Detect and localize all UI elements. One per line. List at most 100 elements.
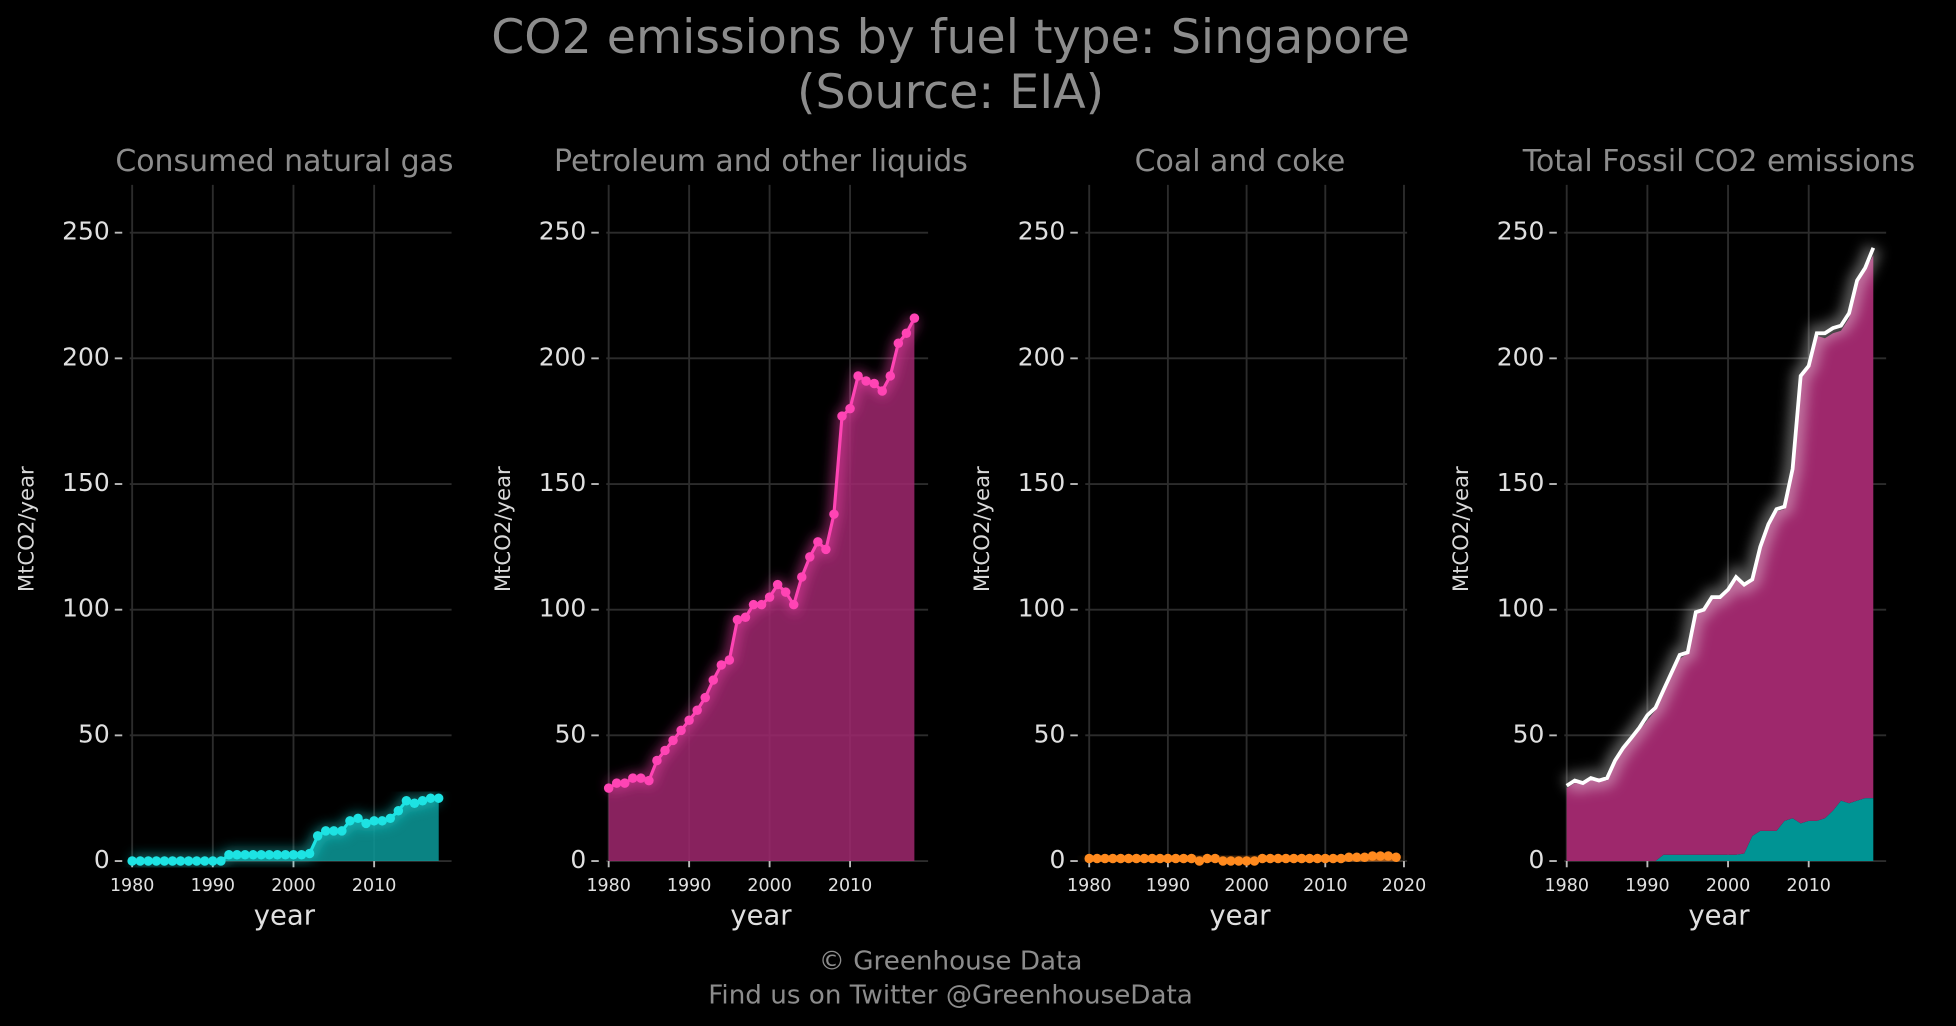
y-tick-label: 50: [1513, 719, 1545, 748]
point: [224, 850, 234, 860]
y-tick-label: 150: [1018, 468, 1066, 497]
point: [143, 856, 154, 866]
point: [1320, 853, 1331, 864]
y-tick-label: 100: [1497, 594, 1545, 623]
point: [708, 675, 719, 685]
x-axis-label: year: [730, 901, 792, 932]
x-axis-label: year: [1209, 901, 1271, 932]
point: [1359, 852, 1370, 863]
x-tick-label: 2000: [271, 876, 315, 896]
point: [232, 850, 242, 860]
point: [1123, 853, 1134, 864]
x-tick-label: 1990: [667, 876, 711, 896]
y-tick-label: 50: [78, 719, 110, 748]
x-tick-label: 2010: [1303, 876, 1347, 896]
point: [1139, 853, 1150, 864]
point: [329, 826, 339, 836]
x-tick-label: 1990: [1625, 876, 1669, 896]
x-tick-label: 1980: [586, 876, 630, 896]
point: [676, 725, 686, 736]
point: [361, 818, 371, 829]
x-tick-label: 2000: [1706, 876, 1750, 896]
point: [813, 537, 823, 547]
y-tick-label: 100: [1018, 594, 1066, 623]
point: [692, 705, 702, 715]
point: [1186, 853, 1197, 864]
area-fill: [132, 798, 439, 862]
point: [248, 850, 258, 860]
point: [1155, 853, 1165, 864]
y-axis-label: MtCO2/year: [969, 466, 994, 592]
point: [191, 856, 202, 866]
point: [1147, 853, 1157, 864]
y-tick-label: 200: [1497, 342, 1545, 371]
x-tick-label: 2000: [1224, 876, 1268, 896]
point: [345, 816, 355, 826]
point: [1131, 853, 1142, 864]
x-axis-label: year: [1688, 901, 1750, 932]
point: [1391, 852, 1401, 863]
credit-line: Find us on Twitter @GreenhouseData: [708, 980, 1193, 1010]
point: [1218, 856, 1228, 866]
point: [684, 715, 694, 726]
point: [644, 775, 654, 786]
point: [732, 615, 743, 625]
x-tick-label: 1980: [1545, 876, 1589, 896]
point: [756, 599, 767, 610]
point: [869, 378, 879, 389]
point: [885, 371, 896, 381]
y-tick-label: 0: [1049, 845, 1065, 874]
point: [280, 850, 291, 860]
point: [853, 371, 863, 381]
x-axis-label: year: [254, 901, 316, 932]
point: [1257, 853, 1268, 864]
point: [1194, 856, 1205, 866]
point: [353, 813, 363, 824]
point: [901, 328, 912, 338]
x-tick-label: 1980: [1067, 876, 1111, 896]
y-tick-label: 250: [539, 217, 587, 246]
point: [304, 848, 315, 859]
point: [1100, 853, 1110, 864]
figure-subtitle: (Source: EIA): [797, 65, 1104, 120]
panel: Consumed natural gas MtCO2/year year 0 50 100…: [13, 144, 453, 932]
y-tick-label: 200: [1018, 342, 1066, 371]
credit-line: © Greenhouse Data: [819, 947, 1083, 977]
point: [1210, 853, 1220, 864]
point: [393, 806, 404, 816]
y-tick-label: 0: [94, 845, 110, 874]
point: [1336, 853, 1346, 864]
point: [256, 850, 266, 860]
point: [208, 856, 218, 866]
point: [1226, 856, 1236, 866]
point: [724, 655, 735, 665]
y-tick-label: 50: [1034, 719, 1066, 748]
point: [1328, 853, 1338, 864]
point: [1171, 853, 1181, 864]
point: [377, 816, 387, 826]
x-tick-label: 2010: [352, 876, 396, 896]
x-tick-label: 2000: [747, 876, 791, 896]
point: [1312, 853, 1323, 864]
point: [1375, 851, 1386, 861]
point: [312, 831, 323, 841]
point: [401, 795, 412, 806]
point: [877, 386, 887, 396]
point: [1092, 853, 1102, 864]
point: [151, 856, 162, 866]
point: [216, 856, 226, 866]
point: [288, 850, 299, 860]
point: [1084, 853, 1094, 864]
point: [740, 612, 751, 622]
panel-title: Petroleum and other liquids: [554, 144, 968, 179]
point: [264, 850, 275, 860]
y-tick-label: 0: [1528, 845, 1544, 874]
x-tick-label: 2010: [828, 876, 872, 896]
point: [668, 735, 678, 746]
point: [1115, 853, 1126, 864]
point: [1108, 853, 1118, 864]
point: [337, 826, 347, 836]
point: [1304, 853, 1315, 864]
